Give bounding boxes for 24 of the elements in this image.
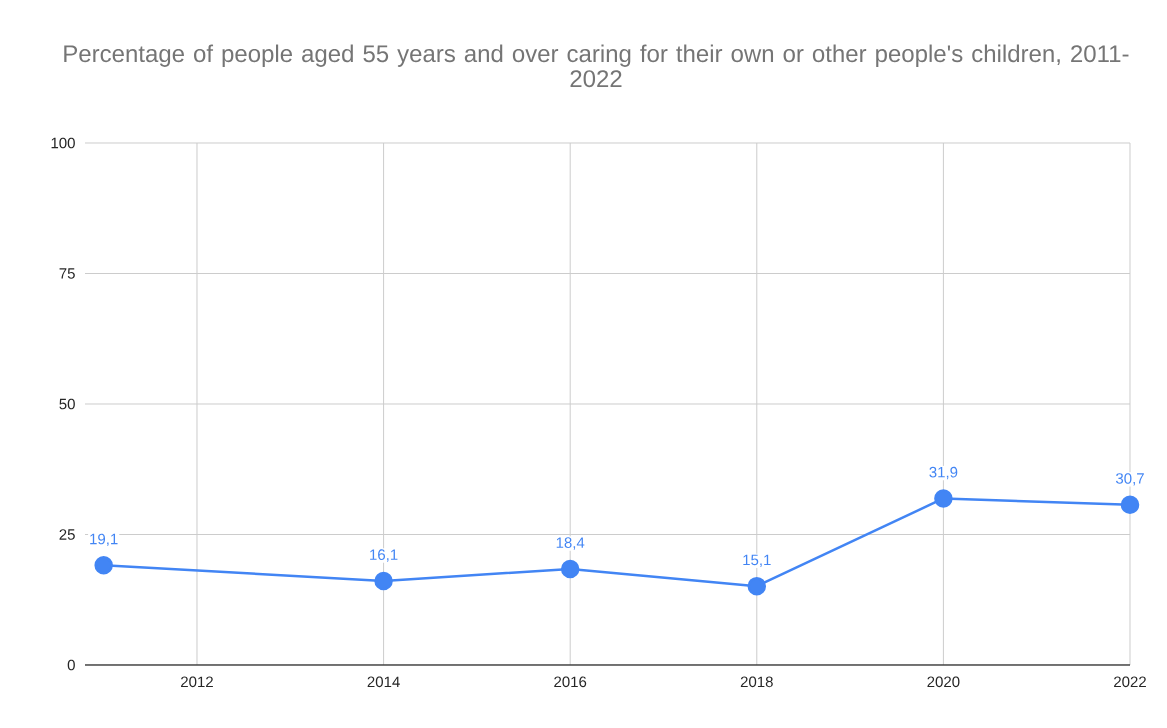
x-tick-label: 2014: [367, 676, 400, 688]
x-tick-label: 2016: [554, 676, 587, 688]
point: [560, 559, 580, 579]
x-tick-label: 2018: [740, 676, 773, 688]
chart-title: Percentage of people aged 55 years and over caring for their own or other people's children, 2011-2022: [64, 44, 1129, 88]
point: [374, 571, 393, 591]
y-tick-label: 50: [59, 398, 75, 410]
data-label: 16,1: [370, 549, 398, 562]
data-label: 19,1: [90, 533, 118, 547]
point: [1120, 495, 1140, 514]
y-tick-label: 0: [67, 659, 75, 671]
point: [934, 489, 953, 508]
x-tick-label: 2020: [927, 676, 960, 688]
point: [94, 556, 113, 575]
point: [747, 576, 767, 596]
data-label: 31,9: [929, 466, 958, 480]
data-label: 15,1: [743, 554, 771, 567]
x-tick-label: 2022: [1114, 676, 1146, 688]
y-tick-label: 75: [59, 268, 75, 279]
x-tick-label: 2012: [181, 676, 213, 688]
y-tick-label: 25: [59, 529, 75, 540]
data-label: 18,4: [556, 537, 585, 550]
data-label: 30,7: [1115, 473, 1144, 486]
y-tick-label: 100: [51, 137, 75, 149]
